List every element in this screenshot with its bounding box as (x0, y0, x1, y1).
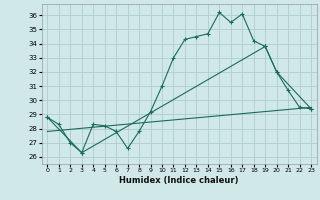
X-axis label: Humidex (Indice chaleur): Humidex (Indice chaleur) (119, 176, 239, 185)
